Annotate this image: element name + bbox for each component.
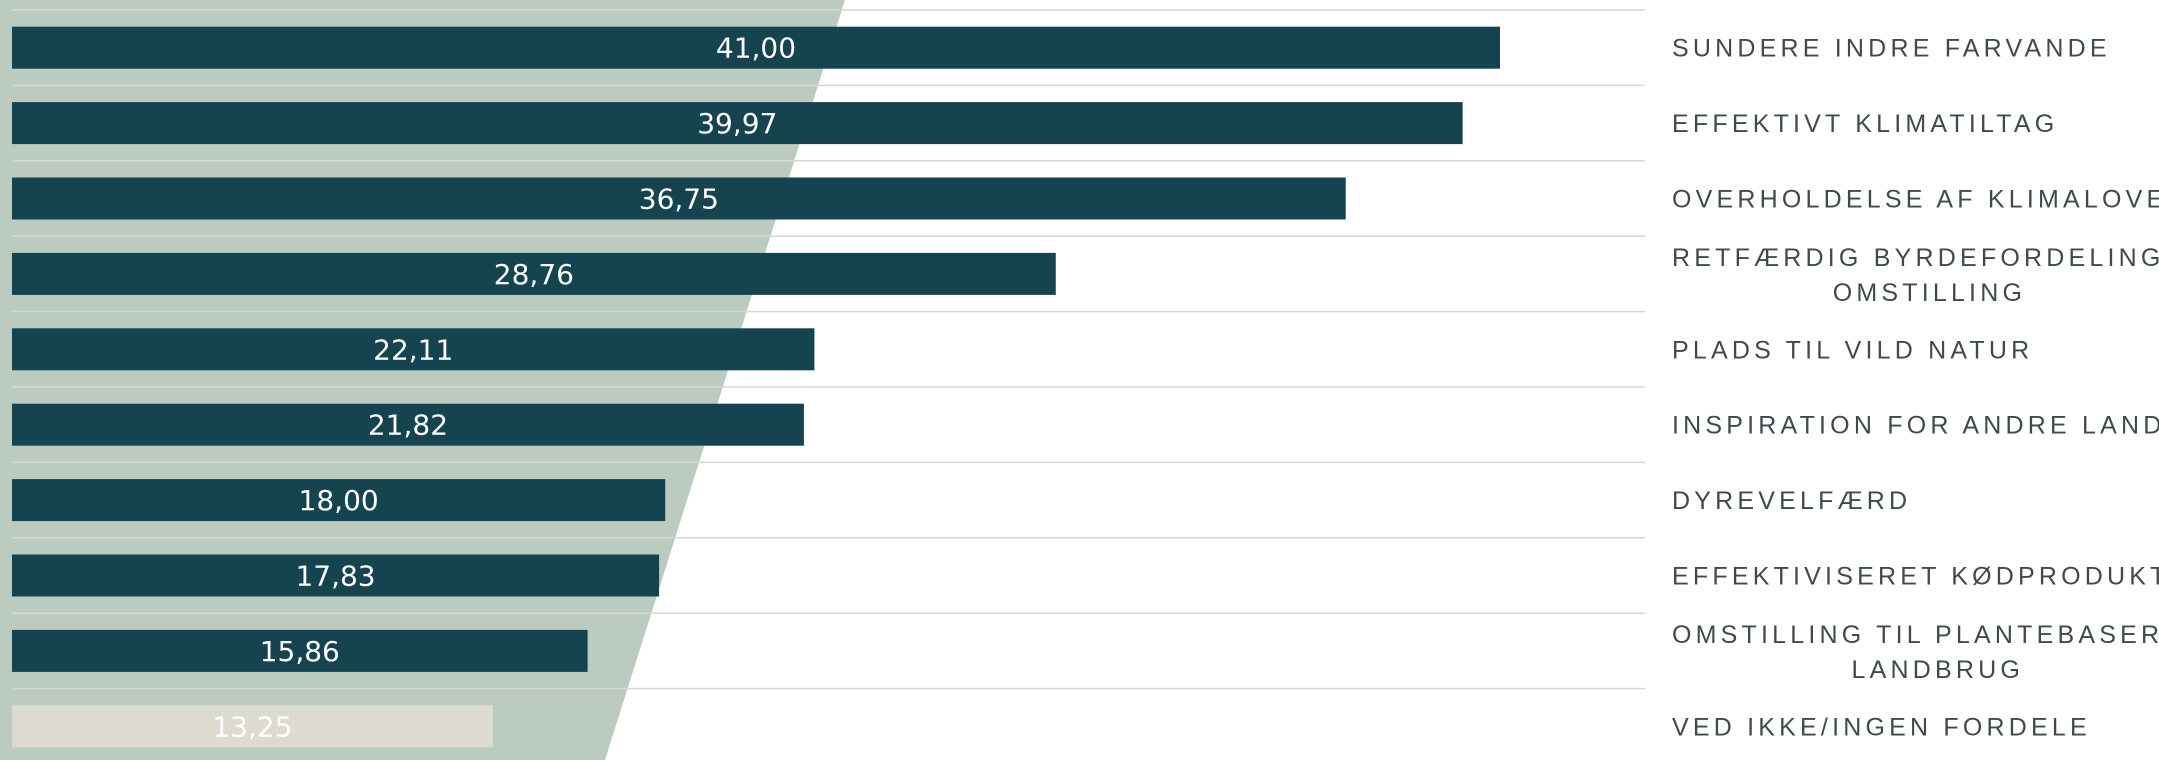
- category-label-line: OMSTILLING TIL PLANTEBASERET: [1672, 621, 2159, 649]
- bar: [12, 26, 1500, 69]
- bars: [12, 26, 1500, 748]
- bar: [12, 554, 660, 597]
- category-label: OVERHOLDELSE AF KLIMALOVEN: [1672, 186, 2159, 214]
- value-label: 22,11: [373, 333, 453, 366]
- category-label-line: LANDBRUG: [1852, 656, 2025, 684]
- category-label: EFFEKTIVT KLIMATILTAG: [1672, 110, 2058, 138]
- bar: [12, 403, 804, 446]
- value-label: 28,76: [494, 258, 574, 291]
- category-label-line: OMSTILLING: [1833, 279, 2026, 307]
- category-label: SUNDERE INDRE FARVANDE: [1672, 35, 2111, 63]
- value-label: 21,82: [368, 409, 448, 442]
- value-labels: 41,00 39,97 36,75 28,76 22,11 21,82 18,00 17,83…: [212, 32, 796, 744]
- bar: [12, 629, 588, 672]
- bar: [12, 479, 666, 522]
- value-label: 18,00: [299, 484, 379, 517]
- category-label: PLADS TIL VILD NATUR: [1672, 336, 2033, 364]
- bar: [12, 177, 1346, 220]
- value-label: 13,25: [212, 710, 292, 743]
- bar: [12, 252, 1056, 295]
- bar: [12, 328, 815, 371]
- value-label: 36,75: [639, 183, 719, 216]
- bar: [12, 705, 493, 748]
- value-label: 15,86: [260, 635, 340, 668]
- value-label: 41,00: [716, 32, 796, 65]
- category-label: DYREVELFÆRD: [1672, 487, 1911, 515]
- category-label: VED IKKE/INGEN FORDELE: [1672, 713, 2091, 741]
- category-label: OMSTILLING TIL PLANTEBASERET LANDBRUG: [1672, 621, 2159, 684]
- category-label: EFFEKTIVISERET KØDPRODUKTION: [1672, 563, 2159, 591]
- gridlines: [12, 9, 1645, 690]
- category-label: INSPIRATION FOR ANDRE LANDE: [1672, 412, 2159, 440]
- category-label: RETFÆRDIG BYRDEFORDELING I OMSTILLING: [1672, 244, 2159, 307]
- category-labels: SUNDERE INDRE FARVANDE EFFEKTIVT KLIMATIL…: [1672, 35, 2159, 742]
- category-label-line: RETFÆRDIG BYRDEFORDELING I: [1672, 244, 2159, 272]
- value-label: 17,83: [295, 560, 375, 593]
- value-label: 39,97: [697, 107, 777, 140]
- bar: [12, 102, 1463, 145]
